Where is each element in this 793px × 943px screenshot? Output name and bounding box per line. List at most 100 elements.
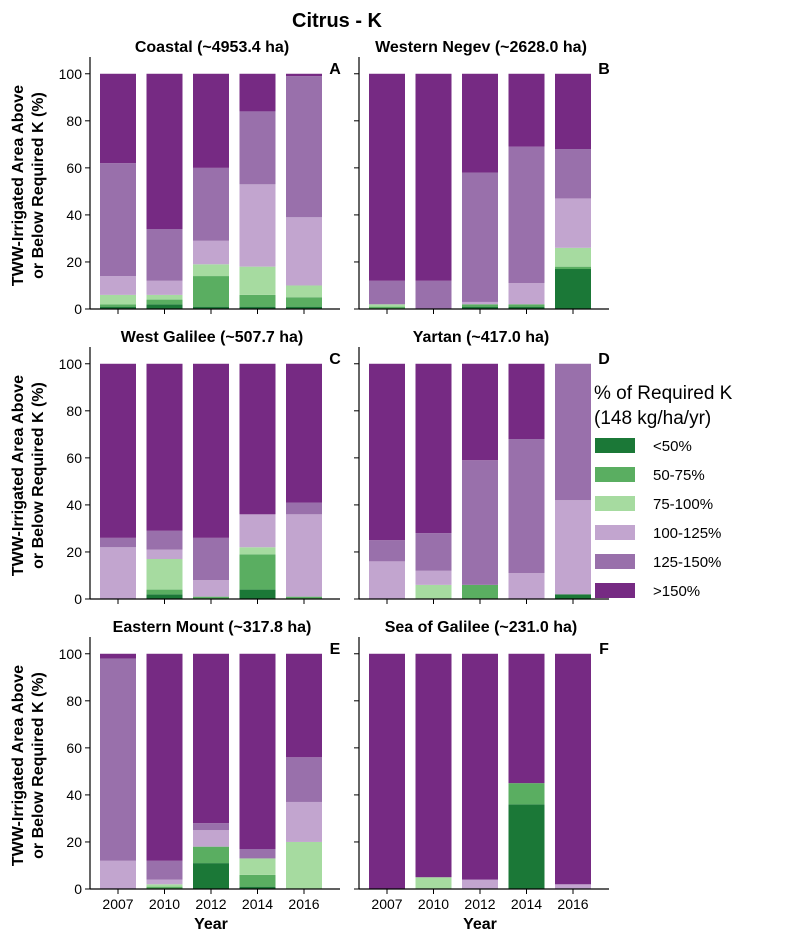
bar-C-2010-125-150% <box>146 530 183 550</box>
bar-A-2014-100-125% <box>239 184 276 267</box>
bar-D-2016-125-150% <box>555 363 591 501</box>
bar-E-2010-125-150% <box>146 860 183 880</box>
bar-A-2012->150% <box>193 73 229 168</box>
bar-A-2010-75-100% <box>146 294 183 300</box>
y-tick-label-C: 20 <box>66 544 82 560</box>
legend-swatch <box>595 525 635 540</box>
y-tick-label-E: 80 <box>66 693 82 709</box>
bar-A-2012-<50% <box>193 306 229 309</box>
panel-letter-E: E <box>330 641 341 658</box>
bar-C-2016-125-150% <box>286 502 322 515</box>
legend-label: <50% <box>653 438 692 455</box>
bar-A-2016-<50% <box>286 306 322 309</box>
bar-A-2014-50-75% <box>239 294 276 307</box>
bar-D-2012-125-150% <box>462 460 498 585</box>
y-tick-label-A: 100 <box>59 66 83 82</box>
bar-C-2014->150% <box>239 363 276 515</box>
bar-E-2014-125-150% <box>239 849 276 859</box>
bar-F-2012-100-125% <box>462 879 498 889</box>
panel-F: Sea of Galilee (~231.0 ha) 2007 2010 2012 20… <box>354 619 609 933</box>
bar-A-2016->150% <box>286 73 322 77</box>
bar-D-2010->150% <box>415 363 452 534</box>
bar-C-2010-<50% <box>146 594 183 599</box>
bar-A-2014-75-100% <box>239 266 276 295</box>
x-tick-label-E: 2016 <box>288 896 319 912</box>
y-tick-label-C: 80 <box>66 403 82 419</box>
bar-B-2016-50-75% <box>555 266 591 270</box>
bar-D-2010-100-125% <box>415 570 452 585</box>
x-axis-label-F: Year <box>463 916 497 933</box>
panel-letter-F: F <box>599 641 609 658</box>
x-tick-label-E: 2012 <box>195 896 226 912</box>
bar-C-2007->150% <box>100 363 136 538</box>
bar-C-2016-100-125% <box>286 514 322 597</box>
bar-C-2010-100-125% <box>146 549 183 560</box>
bar-B-2016->150% <box>555 73 591 150</box>
panel-title-C: West Galilee (~507.7 ha) <box>121 329 303 346</box>
bar-A-2012-50-75% <box>193 276 229 307</box>
bar-A-2014->150% <box>239 73 276 112</box>
bar-B-2014-<50% <box>508 306 545 309</box>
y-tick-label-E: 100 <box>59 646 83 662</box>
bar-F-2014->150% <box>508 653 545 784</box>
bar-D-2014-100-125% <box>508 573 545 599</box>
bar-B-2016-100-125% <box>555 198 591 248</box>
legend-label: 75-100% <box>653 496 713 513</box>
y-tick-label-C: 100 <box>59 356 83 372</box>
bar-A-2007-50-75% <box>100 304 136 307</box>
bar-E-2012->150% <box>193 653 229 824</box>
y-tick-label-E: 0 <box>74 881 82 897</box>
bar-B-2012-100-125% <box>462 301 498 305</box>
bar-B-2016-<50% <box>555 269 591 309</box>
panel-A: Coastal (~4953.4 ha) 0 20 40 60 80 100 A TWW-Irr… <box>10 39 341 317</box>
bar-C-2014-50-75% <box>239 554 276 590</box>
y-tick-label-C: 0 <box>74 591 82 607</box>
bar-A-2012-75-100% <box>193 264 229 277</box>
bar-E-2010-75-100% <box>146 884 183 887</box>
legend-swatch <box>595 554 635 569</box>
x-tick-label-E: 2010 <box>149 896 180 912</box>
bar-E-2016->150% <box>286 653 322 758</box>
bar-B-2007-75-100% <box>369 304 405 307</box>
bar-B-2014->150% <box>508 73 545 147</box>
bar-E-2010-100-125% <box>146 879 183 885</box>
bar-D-2010-75-100% <box>415 584 452 599</box>
y-tick-label-E: 60 <box>66 740 82 756</box>
bar-F-2010->150% <box>415 653 452 878</box>
bar-D-2012->150% <box>462 363 498 461</box>
bar-B-2012-<50% <box>462 306 498 309</box>
bar-E-2010-50-75% <box>146 886 183 889</box>
legend-title: % of Required K <box>594 383 733 404</box>
bar-C-2007-100-125% <box>100 547 136 599</box>
bar-C-2012-125-150% <box>193 537 229 581</box>
bar-A-2012-100-125% <box>193 240 229 265</box>
y-tick-label-E: 20 <box>66 834 82 850</box>
bar-D-2007-125-150% <box>369 540 405 562</box>
bar-A-2010-100-125% <box>146 280 183 295</box>
bar-B-2010-125-150% <box>415 280 452 309</box>
bar-C-2014-100-125% <box>239 514 276 548</box>
panel-D: Yartan (~417.0 ha) D <box>354 329 610 604</box>
bar-D-2007->150% <box>369 363 405 541</box>
bar-E-2010->150% <box>146 653 183 861</box>
bar-B-2007-50-75% <box>369 306 405 309</box>
bar-C-2012-50-75% <box>193 596 229 599</box>
bar-A-2007->150% <box>100 73 136 164</box>
bar-E-2007->150% <box>100 653 136 659</box>
y-tick-label-A: 20 <box>66 254 82 270</box>
x-tick-label-F: 2016 <box>557 896 588 912</box>
bar-B-2012-125-150% <box>462 172 498 302</box>
panel-title-A: Coastal (~4953.4 ha) <box>135 39 289 56</box>
legend-swatch <box>595 583 635 598</box>
panel-B: Western Negev (~2628.0 ha) B <box>354 39 610 314</box>
x-tick-label-E: 2007 <box>102 896 133 912</box>
bar-B-2016-75-100% <box>555 247 591 267</box>
bar-A-2007-125-150% <box>100 163 136 277</box>
bar-E-2007-100-125% <box>100 860 136 889</box>
bar-A-2007-100-125% <box>100 276 136 295</box>
panel-title-B: Western Negev (~2628.0 ha) <box>375 39 587 56</box>
bar-F-2016->150% <box>555 653 591 885</box>
y-tick-label-A: 80 <box>66 113 82 129</box>
panel-letter-C: C <box>329 351 341 368</box>
